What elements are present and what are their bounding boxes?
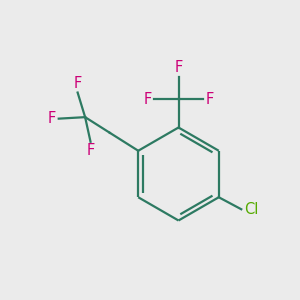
Text: F: F: [143, 92, 152, 106]
Text: F: F: [86, 143, 95, 158]
Text: F: F: [206, 92, 214, 106]
Text: F: F: [74, 76, 82, 91]
Text: Cl: Cl: [244, 202, 258, 217]
Text: F: F: [174, 60, 183, 75]
Text: F: F: [48, 111, 56, 126]
